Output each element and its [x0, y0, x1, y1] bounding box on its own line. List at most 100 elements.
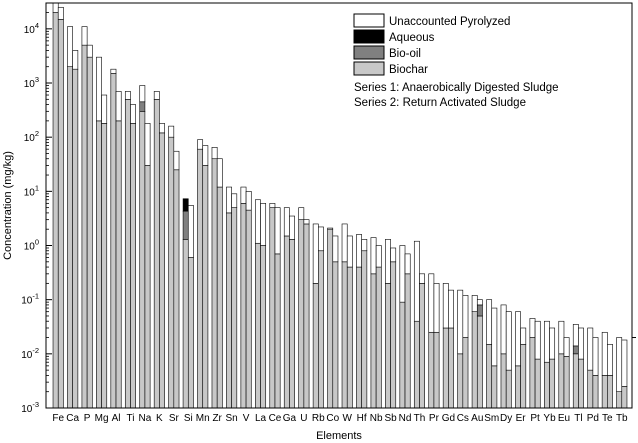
bar-segment-biochar [72, 68, 79, 409]
bar-segment-unaccounted [240, 186, 247, 204]
bar-segment-biochar [385, 283, 391, 409]
x-tick-label: Si [184, 413, 193, 424]
x-tick-label: Sm [484, 413, 499, 424]
legend-swatch [353, 29, 385, 44]
bar-segment-biochar [81, 44, 88, 409]
bar-segment-unaccounted [202, 145, 209, 166]
legend-label: Unaccounted Pyrolyzed [389, 16, 510, 28]
bar-segment-unaccounted [375, 245, 382, 268]
x-tick-label: Th [414, 413, 426, 424]
bar-segment-biochar [341, 261, 348, 409]
legend-note: Series 2: Return Activated Sludge [354, 97, 526, 109]
bar-segment-unaccounted [168, 125, 175, 138]
bar-segment-biochar [168, 136, 175, 409]
bar-segment-unaccounted [534, 320, 541, 360]
bar-segment-biochar [500, 353, 507, 409]
bar-segment-unaccounted [341, 223, 348, 263]
y-tick-exponent: 1 [35, 183, 39, 192]
bar-segment-unaccounted [390, 247, 397, 263]
y-tick-base: 10 [21, 296, 33, 307]
bar-segment-unaccounted [332, 235, 339, 263]
x-tick-label: Co [326, 413, 339, 424]
y-tick-label: 104 [24, 21, 39, 36]
bar-segment-unaccounted [86, 44, 93, 58]
x-tick-label: Mn [196, 413, 210, 424]
bar-segment-unaccounted [486, 299, 493, 345]
x-tick-label: Yb [543, 413, 556, 424]
bar-segment-biochar [390, 261, 397, 409]
y-tick-base: 10 [21, 350, 33, 361]
bar-segment-biochar [110, 73, 117, 409]
y-tick-base: 10 [24, 133, 36, 144]
x-tick-label: Ca [66, 413, 79, 424]
y-tick-exponent: 0 [35, 238, 39, 247]
bar-segment-biochar [529, 337, 536, 409]
x-tick-label: Au [471, 413, 483, 424]
x-tick-label: Dy [500, 413, 512, 424]
legend-label: Bio-oil [389, 48, 421, 60]
bar-segment-unaccounted [245, 191, 252, 211]
x-tick-label: U [300, 413, 307, 424]
bar-segment-unaccounted [274, 207, 281, 255]
x-tick-label: Pr [429, 413, 440, 424]
bar-segment-biochar [255, 242, 261, 409]
bar-segment-biochar [471, 311, 478, 409]
bar-segment-biochar [592, 375, 599, 409]
bar-segment-unaccounted [549, 327, 556, 360]
bar-segment-unaccounted [139, 85, 146, 103]
x-tick-label: Sn [226, 413, 238, 424]
bar-segment-biochar [578, 358, 584, 409]
bar-segment-bio-oil [476, 304, 483, 317]
bar-segment-biochar [621, 386, 628, 409]
bar-segment-unaccounted [269, 203, 276, 208]
bar-segment-biochar [442, 327, 449, 409]
x-tick-label: Te [602, 413, 613, 424]
x-tick-label: Al [112, 413, 121, 424]
bar-segment-unaccounted [283, 207, 290, 237]
bar-segment-biochar [197, 148, 204, 409]
bar-segment-biochar [101, 123, 108, 409]
bar-segment-unaccounted [211, 147, 218, 160]
bar-segment-unaccounted [448, 289, 454, 329]
x-tick-label: K [156, 413, 163, 424]
bar-segment-biochar [260, 245, 267, 409]
bar-segment-unaccounted [260, 203, 267, 246]
bar-segment-unaccounted [616, 337, 623, 392]
bar-segment-biochar [428, 331, 435, 409]
legend-label: Biochar [389, 64, 428, 76]
x-tick-label: Gd [442, 413, 455, 424]
plot-frame [45, 2, 633, 409]
bar-segment-unaccounted [255, 199, 261, 244]
x-tick-label: Mg [95, 413, 109, 424]
bar-segment-biochar [211, 158, 218, 409]
x-tick-label: Nd [399, 413, 412, 424]
bar-segment-biochar [476, 315, 483, 409]
bar-segment-unaccounted [231, 193, 238, 208]
bar-segment-unaccounted [312, 223, 319, 284]
bar-segment-biochar [144, 165, 151, 409]
bar-segment-biochar [202, 165, 209, 409]
bar-segment-unaccounted [587, 327, 594, 371]
bar-segment-biochar [462, 337, 469, 409]
bar-segment-biochar [245, 209, 252, 409]
bar-segment-biochar [515, 365, 521, 409]
bar-segment-unaccounted [361, 239, 368, 252]
legend-label: Aqueous [389, 32, 435, 44]
bar-segment-biochar [544, 361, 550, 409]
y-axis-label: Concentration (mg/kg) [2, 151, 14, 260]
bar-segment-unaccounted [500, 304, 507, 355]
x-tick-label: Ti [126, 413, 134, 424]
bar-segment-biochar [601, 375, 608, 409]
bar-segment-unaccounted [289, 215, 295, 240]
bar-segment-biochar [240, 203, 247, 409]
bar-segment-biochar [57, 19, 64, 409]
bar-segment-biochar [486, 343, 493, 409]
x-tick-label: Cs [457, 413, 469, 424]
bar-segment-unaccounted [72, 50, 79, 70]
bar-segment-biochar [419, 283, 425, 409]
bar-segment-biochar [187, 257, 194, 409]
bar-segment-biochar [505, 369, 512, 409]
bar-segment-biochar [356, 266, 362, 409]
legend-swatch [353, 61, 385, 76]
